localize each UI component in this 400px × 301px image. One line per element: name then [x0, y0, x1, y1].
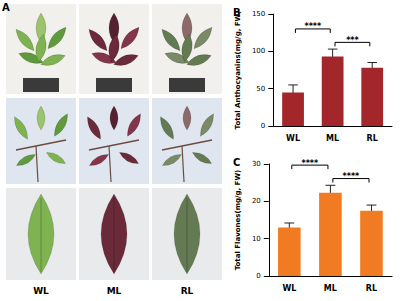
- svg-text:ML: ML: [107, 286, 122, 296]
- svg-text:ML: ML: [324, 284, 337, 293]
- svg-text:30: 30: [252, 160, 261, 168]
- svg-text:0: 0: [261, 122, 265, 130]
- svg-text:****: ****: [343, 172, 361, 181]
- svg-text:Total Anthocyanins(mg/g, FW): Total Anthocyanins(mg/g, FW): [234, 11, 242, 130]
- svg-text:ML: ML: [326, 134, 339, 143]
- svg-text:RL: RL: [366, 284, 377, 293]
- svg-text:A: A: [2, 2, 10, 13]
- svg-text:RL: RL: [181, 286, 194, 296]
- svg-text:WL: WL: [33, 286, 49, 296]
- svg-text:****: ****: [304, 22, 322, 31]
- svg-text:WL: WL: [282, 284, 296, 293]
- svg-text:RL: RL: [367, 134, 378, 143]
- svg-text:50: 50: [256, 85, 265, 93]
- svg-text:10: 10: [252, 235, 261, 243]
- svg-text:B: B: [233, 7, 241, 18]
- svg-text:20: 20: [252, 197, 261, 205]
- svg-text:100: 100: [252, 47, 265, 55]
- svg-text:0: 0: [256, 272, 260, 280]
- svg-text:WL: WL: [286, 134, 300, 143]
- svg-text:150: 150: [252, 10, 265, 18]
- svg-text:****: ****: [302, 159, 320, 168]
- svg-text:Total Flavones(mg/g, FW): Total Flavones(mg/g, FW): [234, 170, 242, 271]
- svg-text:***: ***: [346, 36, 359, 45]
- svg-text:C: C: [233, 157, 240, 168]
